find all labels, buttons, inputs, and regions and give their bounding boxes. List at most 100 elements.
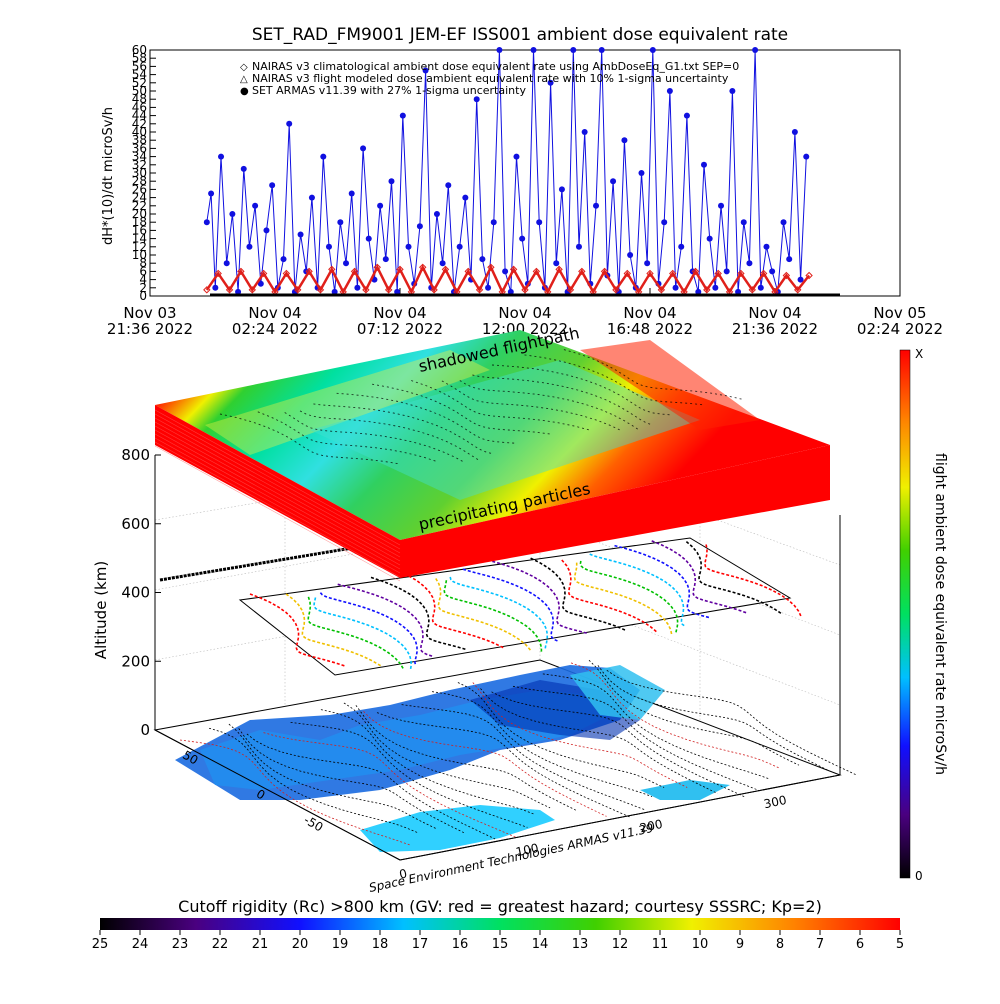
slab-track (524, 354, 705, 406)
armas-point (246, 243, 253, 250)
nairas-point (237, 267, 245, 276)
y-tick-label: 46 (132, 100, 147, 114)
armas-point (513, 153, 520, 160)
slab-front-face (155, 405, 400, 578)
top-chart-y-ticks: 0246810121416182022242628303234363840424… (132, 43, 156, 303)
armas-point (462, 194, 469, 201)
slab-stripe (154, 441, 401, 578)
armas-point (769, 268, 776, 275)
ground-track (246, 733, 496, 840)
y-tick-label: 34 (132, 150, 147, 164)
armas-point (308, 194, 315, 201)
y-tick-label: 40 (132, 125, 147, 139)
ground-track (355, 705, 577, 811)
ribbon-track (435, 578, 532, 652)
ground-track (290, 722, 528, 828)
nairas-point (475, 286, 484, 294)
armas-point (610, 178, 617, 185)
nairas-point (509, 265, 518, 274)
armas-point (780, 219, 787, 226)
slab-800km (154, 330, 830, 582)
ribbon-track (249, 593, 346, 667)
slab-stripe (154, 429, 401, 566)
nairas-point (555, 265, 563, 274)
cutoff-tick-label: 6 (856, 937, 864, 952)
armas-point (382, 256, 389, 263)
ribbon-track (307, 596, 405, 670)
armas-point (644, 260, 651, 267)
nairas-point (464, 267, 472, 276)
slab-stripes (154, 409, 401, 582)
x-tick-time: 02:24 2022 (232, 320, 318, 338)
armas-point (422, 67, 429, 74)
armas-point (507, 288, 514, 295)
ribbon-track (530, 557, 626, 631)
y-tick-label: 36 (132, 141, 147, 155)
nairas-point (362, 286, 370, 294)
nairas-point (805, 271, 813, 280)
armas-point (394, 288, 401, 295)
nairas-point (521, 286, 529, 294)
slab-track (563, 349, 744, 401)
nairas-point (487, 263, 495, 272)
slab-track (257, 411, 438, 463)
armas-point (473, 96, 480, 103)
cutoff-tick-label: 10 (692, 937, 709, 952)
nairas-point (532, 267, 541, 276)
armas-point (445, 182, 452, 189)
nairas-point (373, 263, 381, 272)
x-tick-date: Nov 03 (123, 304, 176, 322)
dose-rate-timeseries-chart: SET_RAD_FM9001 JEM-EF ISS001 ambient dos… (101, 25, 943, 338)
y-tick-label: 30 (132, 166, 147, 180)
armas-point (218, 153, 225, 160)
x-tick-time: 02:24 2022 (857, 320, 943, 338)
cutoff-tick-label: 11 (652, 937, 669, 952)
legend-label-2: SET ARMAS v11.39 with 27% 1-sigma uncert… (252, 84, 526, 97)
nairas-point (203, 286, 211, 294)
x-tick-date: Nov 05 (873, 304, 926, 322)
ground-track (457, 682, 665, 788)
armas-point (280, 256, 287, 263)
nairas-point (612, 286, 620, 294)
slab-stripe (154, 417, 401, 554)
slab-stripe (154, 409, 401, 546)
y-tick-label: 14 (132, 232, 147, 246)
nairas-point (305, 267, 313, 276)
slab-stripe (154, 437, 401, 574)
cutoff-tick-label: 21 (252, 937, 269, 952)
cutoff-tick-label: 20 (292, 937, 309, 952)
ribbon-track (589, 553, 686, 627)
dose-colorbar-top-label: X (915, 347, 923, 361)
y-tick-label: 38 (132, 133, 147, 147)
nairas-point (657, 286, 666, 294)
ground-track (431, 691, 653, 797)
slab-side-face (400, 445, 830, 578)
y-tick-label: 44 (132, 109, 147, 123)
y-tick-label: 48 (132, 92, 147, 106)
armas-point (405, 243, 412, 250)
ribbon-track (408, 575, 505, 649)
legend-marker-2: ● (240, 86, 249, 97)
nairas-point (350, 267, 359, 276)
dose-colorbar-bottom-label: 0 (915, 869, 923, 883)
ground-track (570, 662, 780, 769)
latitude-axis (154, 729, 401, 861)
nairas-point (578, 267, 586, 276)
slab-stripe (154, 413, 401, 550)
ribbon-track (449, 576, 549, 650)
armas-point (297, 231, 304, 238)
y-tick-label: 2 (139, 281, 147, 295)
slab-track (459, 380, 641, 431)
ground-track (208, 727, 420, 834)
armas-point (536, 219, 543, 226)
armas-point (553, 260, 560, 267)
nairas-point (737, 269, 745, 278)
x-tick-time: 21:36 2022 (732, 320, 818, 338)
armas-point (729, 88, 736, 94)
ground-track (363, 711, 607, 817)
nairas-point (703, 286, 711, 294)
armas-point (638, 170, 645, 176)
y-tick-label: 42 (132, 117, 147, 131)
